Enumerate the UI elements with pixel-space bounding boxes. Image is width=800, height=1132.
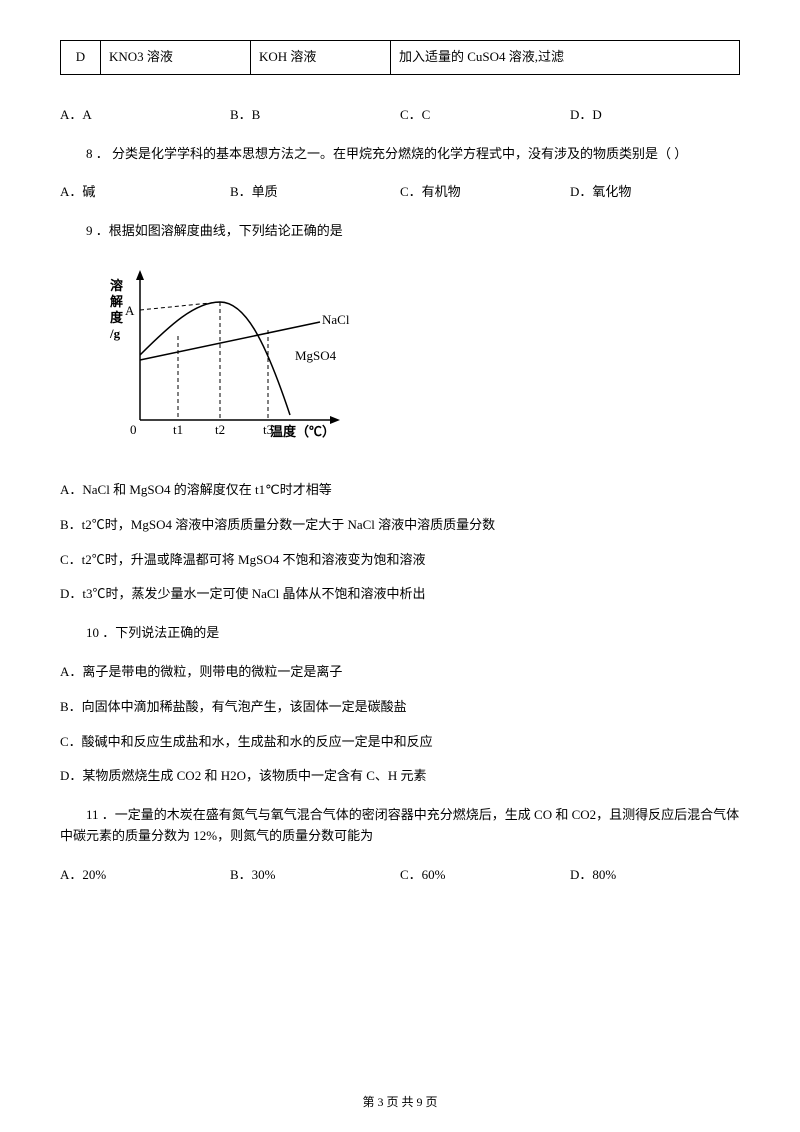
- q7-opt-b: B．B: [230, 105, 400, 126]
- q10-opt-d: D．某物质燃烧生成 CO2 和 H2O，该物质中一定含有 C、H 元素: [60, 766, 740, 787]
- q8-opt-c: C．有机物: [400, 182, 570, 203]
- q8-text: 8 ． 分类是化学学科的基本思想方法之一。在甲烷充分燃烧的化学方程式中，没有涉及…: [60, 144, 740, 165]
- page-footer: 第 3 页 共 9 页: [0, 1093, 800, 1112]
- q11-opt-a: A．20%: [60, 865, 230, 886]
- q9-opt-a: A．NaCl 和 MgSO4 的溶解度仅在 t1℃时才相等: [60, 480, 740, 501]
- q7-opt-a: A．A: [60, 105, 230, 126]
- q11-opt-d: D．80%: [570, 865, 740, 886]
- svg-text:溶: 溶: [110, 278, 123, 293]
- svg-text:t2: t2: [215, 422, 225, 437]
- q7-opt-d: D．D: [570, 105, 740, 126]
- svg-text:温度（℃）: 温度（℃）: [270, 424, 335, 439]
- table-row: D KNO3 溶液 KOH 溶液 加入适量的 CuSO4 溶液,过滤: [61, 41, 740, 75]
- q9-opt-b: B．t2℃时，MgSO4 溶液中溶质质量分数一定大于 NaCl 溶液中溶质质量分…: [60, 515, 740, 536]
- q10-opt-c: C．酸碱中和反应生成盐和水，生成盐和水的反应一定是中和反应: [60, 732, 740, 753]
- svg-text:解: 解: [109, 294, 123, 309]
- q11-opt-b: B．30%: [230, 865, 400, 886]
- q10-text: 10 ．下列说法正确的是: [60, 623, 740, 644]
- svg-text:t1: t1: [173, 422, 183, 437]
- q9-opt-d: D．t3℃时，蒸发少量水一定可使 NaCl 晶体从不饱和溶液中析出: [60, 584, 740, 605]
- q8-opt-a: A．碱: [60, 182, 230, 203]
- method-table: D KNO3 溶液 KOH 溶液 加入适量的 CuSO4 溶液,过滤: [60, 40, 740, 75]
- svg-text:NaCl: NaCl: [322, 312, 350, 327]
- row-c3: 加入适量的 CuSO4 溶液,过滤: [391, 41, 740, 75]
- q7-options: A．A B．B C．C D．D: [60, 105, 740, 126]
- svg-text:MgSO4: MgSO4: [295, 348, 337, 363]
- row-c2: KOH 溶液: [251, 41, 391, 75]
- row-c1: KNO3 溶液: [101, 41, 251, 75]
- q9-text: 9 ．根据如图溶解度曲线，下列结论正确的是: [60, 221, 740, 242]
- q8-opt-b: B．单质: [230, 182, 400, 203]
- q9-opt-c: C．t2℃时，升温或降温都可将 MgSO4 不饱和溶液变为饱和溶液: [60, 550, 740, 571]
- q11-text: 11 ．一定量的木炭在盛有氮气与氧气混合气体的密闭容器中充分燃烧后，生成 CO …: [60, 805, 740, 847]
- svg-text:度: 度: [110, 310, 124, 325]
- solubility-chart: 溶解度/g0t1t2t3温度（℃）ANaClMgSO4: [90, 260, 370, 460]
- svg-text:/g: /g: [109, 326, 121, 341]
- q10-opt-b: B．向固体中滴加稀盐酸，有气泡产生，该固体一定是碳酸盐: [60, 697, 740, 718]
- svg-text:A: A: [125, 303, 135, 318]
- q8-options: A．碱 B．单质 C．有机物 D．氧化物: [60, 182, 740, 203]
- q8-opt-d: D．氧化物: [570, 182, 740, 203]
- row-label: D: [61, 41, 101, 75]
- q7-opt-c: C．C: [400, 105, 570, 126]
- q11-opt-c: C．60%: [400, 865, 570, 886]
- q10-opt-a: A．离子是带电的微粒，则带电的微粒一定是离子: [60, 662, 740, 683]
- svg-text:0: 0: [130, 422, 137, 437]
- q11-options: A．20% B．30% C．60% D．80%: [60, 865, 740, 886]
